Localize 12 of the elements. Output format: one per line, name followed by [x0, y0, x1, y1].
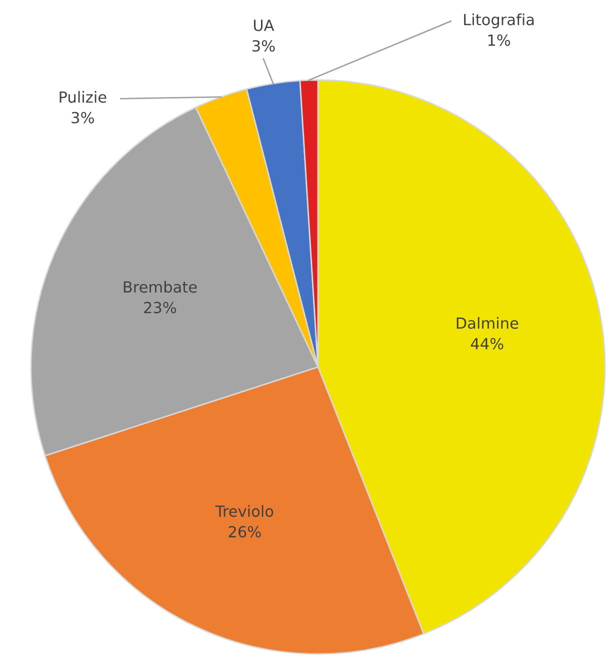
data-label: 3% [252, 40, 275, 52]
slice-label: Dalmine [456, 317, 518, 329]
slice-label: UA [254, 20, 274, 32]
slice-label: Litografia [464, 14, 534, 28]
data-label: 23% [144, 302, 176, 314]
data-label: 44% [470, 338, 504, 350]
data-label: 26% [228, 526, 261, 538]
slice-label: Treviolo [215, 505, 274, 517]
slice-label: Brembate [124, 280, 197, 293]
data-label: 3% [72, 112, 94, 124]
slice-label: Pulizie [60, 91, 106, 103]
data-label: 1% [488, 34, 510, 46]
